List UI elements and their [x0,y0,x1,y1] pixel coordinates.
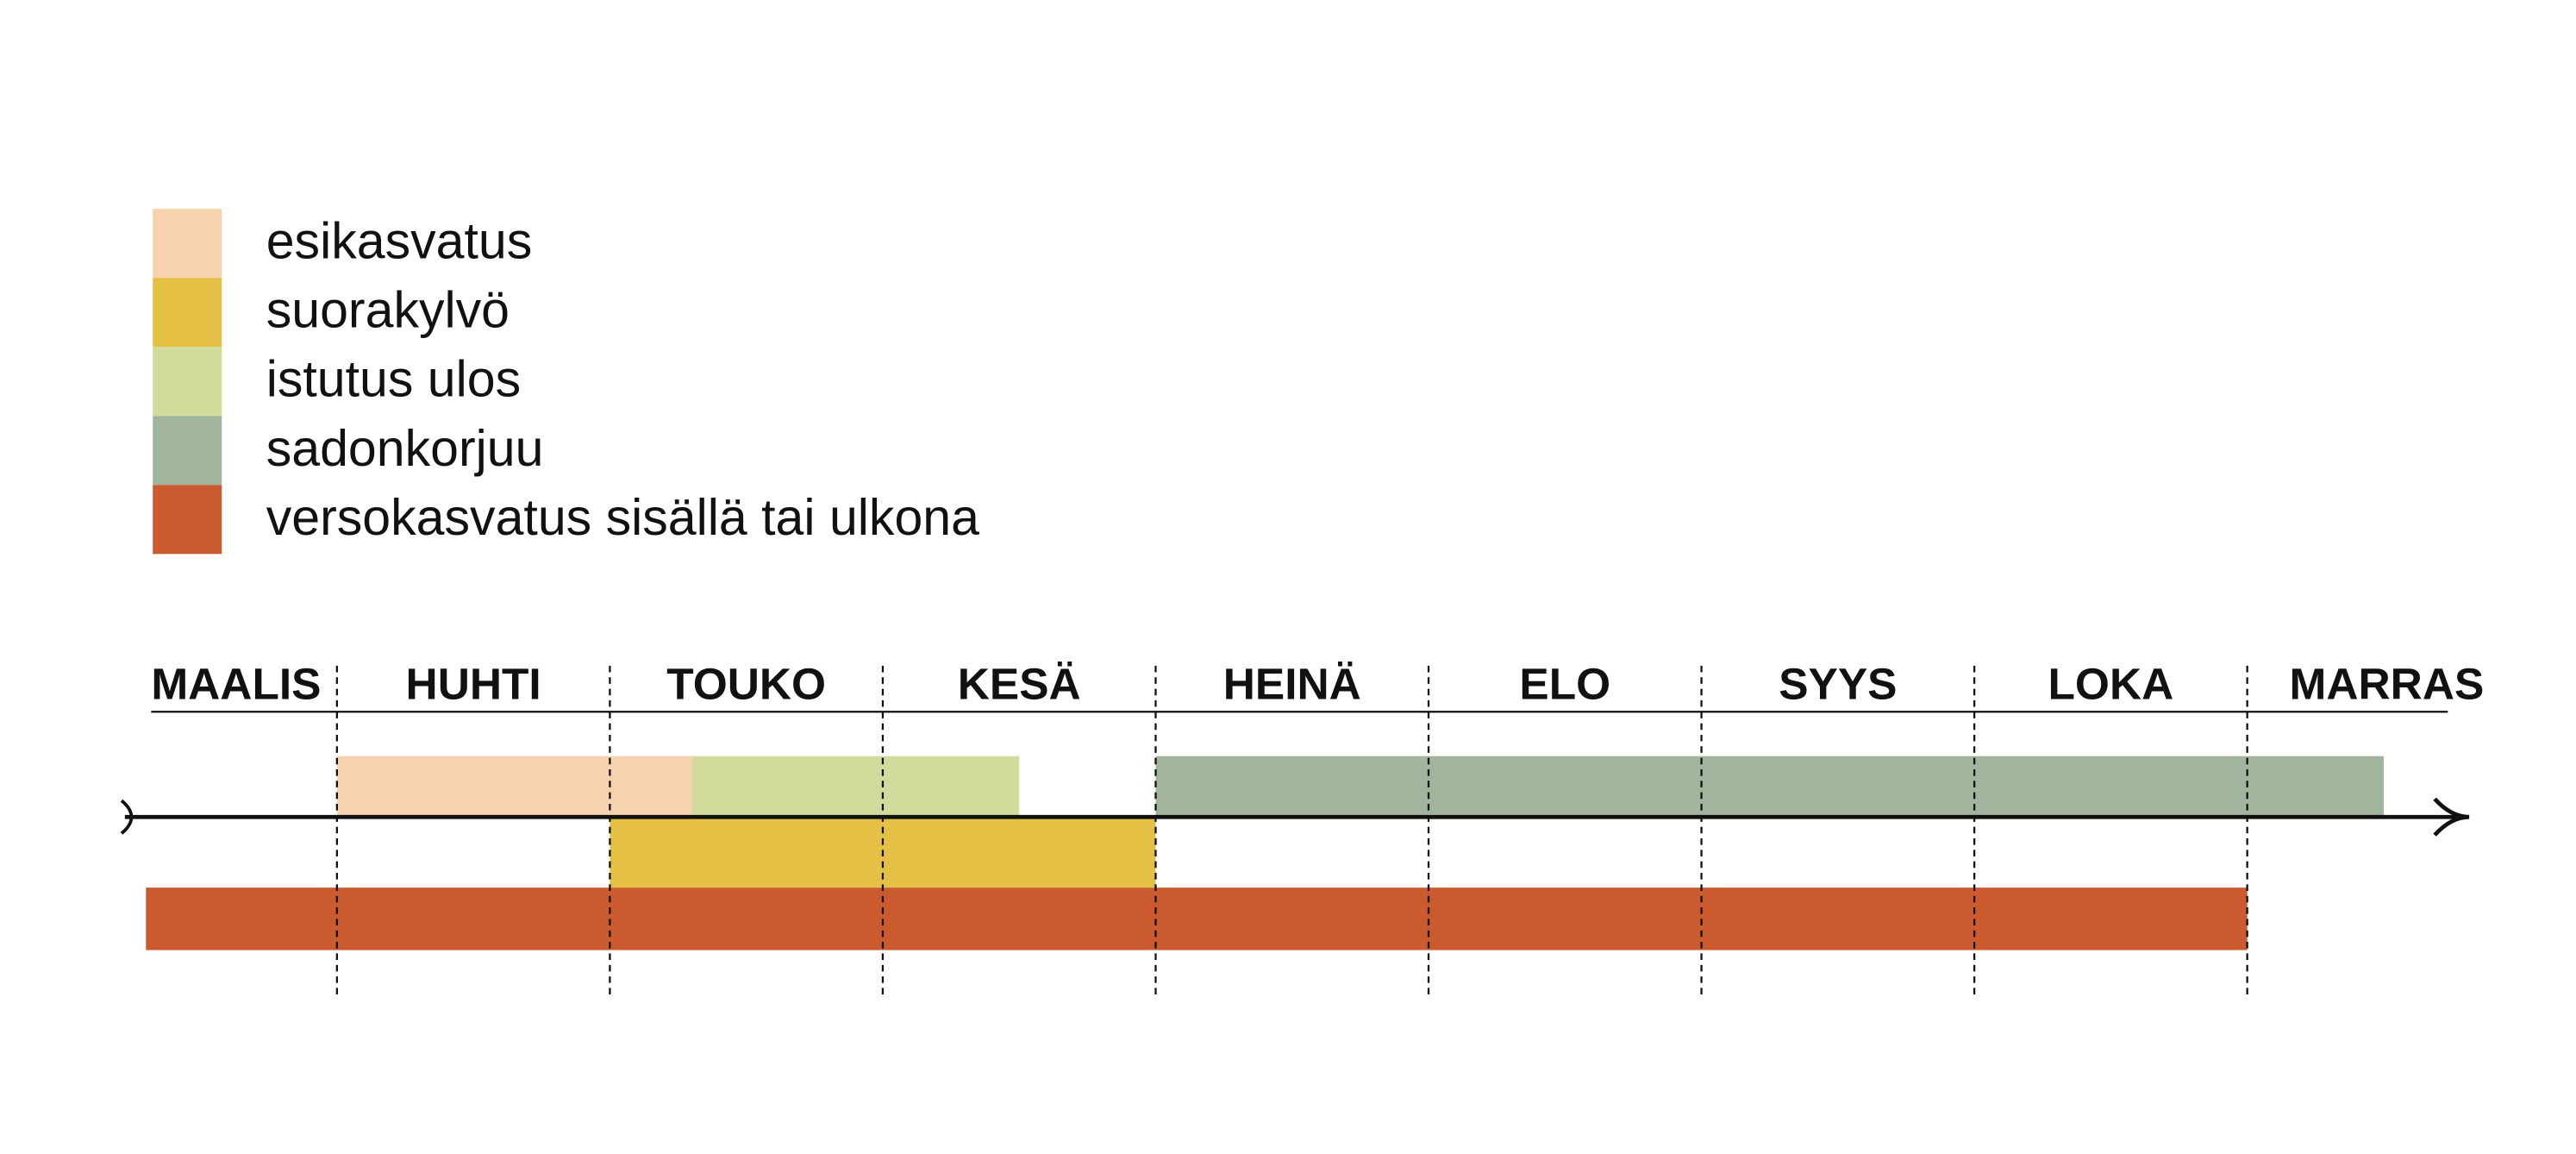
axis-arrow [2433,797,2470,837]
month-label: SYYS [1779,658,1897,708]
month-label: LOKA [2048,658,2174,708]
month-label: MARRAS [2290,658,2485,708]
legend-label: versokasvatus sisällä tai ulkona [266,489,979,546]
legend-label: istutus ulos [266,351,521,408]
legend-swatch [153,278,222,348]
legend-swatch [153,347,222,417]
axis-tail [120,799,134,835]
legend-label: suorakylvö [266,282,510,339]
bar [146,887,2248,950]
month-label: HEINÄ [1223,658,1361,708]
legend-swatch [153,209,222,279]
bar [336,756,692,818]
month-label: MAALIS [151,658,321,708]
bar [691,756,1020,818]
legend-swatch [153,485,222,555]
legend-label: esikasvatus [266,213,533,270]
legend-swatch [153,416,222,486]
month-label: TOUKO [666,658,826,708]
legend-label: sadonkorjuu [266,420,544,477]
month-label: KESÄ [958,658,1081,708]
bar [1155,756,2384,818]
month-label: HUHTI [406,658,541,708]
month-label: ELO [1519,658,1610,708]
